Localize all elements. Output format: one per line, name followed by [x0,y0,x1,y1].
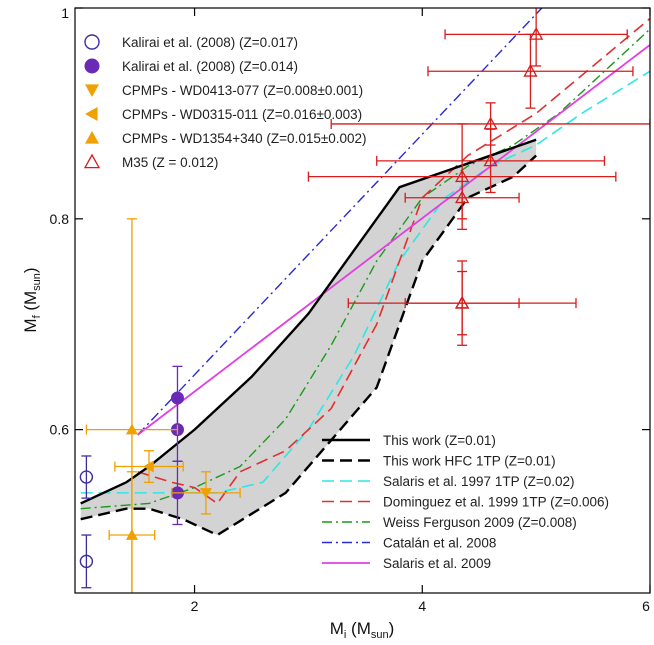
data-point [125,423,138,435]
y-tick-label: 1 [61,5,69,21]
x-tick-label: 6 [642,598,650,614]
y-axis-title: Mf (Msun) [21,267,43,332]
legend-label: This work HFC 1TP (Z=0.01) [383,454,556,469]
line-dominguez-et-al-1999-1tp-z-0-006 [137,17,650,505]
legend-label: Weiss Ferguson 2009 (Z=0.008) [383,515,577,530]
points-legend: Kalirai et al. (2008) (Z=0.017) Kalirai e… [83,34,367,170]
legend-label: Dominguez et al. 1999 1TP (Z=0.006) [383,495,609,510]
points-m35-z-0-012 [307,8,650,346]
legend-marker-cpmps-wd1354-340-z-0-015-0-002 [85,131,99,144]
legend-label: Salaris et al. 2009 [383,556,491,571]
legend-marker-cpmps-wd0315-011-z-0-016-0-003 [85,107,98,121]
data-point [199,488,212,499]
legend-label: M35 (Z = 0.012) [122,155,218,170]
points-cpmps-wd0315-011-z-0-016-0-003 [114,450,184,483]
y-tick-label: 0.6 [50,422,70,438]
data-points-layer [79,8,650,593]
data-point [79,554,94,569]
legend-label: Kalirai et al. (2008) (Z=0.014) [122,59,298,74]
data-point [455,295,470,309]
lines-legend: This work (Z=0.01) This work HFC 1TP (Z=0… [322,433,609,571]
legend-marker-m35-z-0-012 [83,153,101,169]
ticks-layer: 2 4 6 0.6 0.8 1 [50,5,651,614]
y-tick-label: 0.8 [50,211,70,227]
line-catal-n-et-al-2008 [137,8,543,436]
x-axis-title: Mi (Msun) [330,619,395,641]
legend-label: CPMPs - WD0315-011 (Z=0.016±0.003) [122,107,362,122]
line-this-work-hfc-1tp-z-0-01 [80,154,537,537]
legend-label: CPMPs - WD1354+340 (Z=0.015±0.002) [122,131,367,146]
data-point [125,529,138,540]
data-point [483,153,498,167]
legend-label: Catalán et al. 2008 [383,536,496,551]
data-point [455,190,470,204]
legend-label: CPMPs - WD0413-077 (Z=0.008±0.001) [122,83,363,98]
shaded-band [80,139,537,536]
data-point [143,460,154,473]
points-cpmps-wd0413-077-z-0-008-0-001 [171,471,241,515]
legend-label: Salaris et al. 1997 1TP (Z=0.02) [383,474,574,489]
x-tick-label: 4 [418,598,426,614]
legend-label: This work (Z=0.01) [383,433,496,448]
data-point [523,63,538,77]
legend-marker-kalirai-et-al-2008-z-0-017 [84,34,100,50]
line-salaris-et-al-1997-1tp-z-0-02 [80,70,650,494]
x-tick-label: 2 [191,598,199,614]
legend-marker-cpmps-wd0413-077-z-0-008-0-001 [85,84,99,97]
data-point [79,470,94,484]
legend-label: Kalirai et al. (2008) (Z=0.017) [122,35,298,50]
points-kalirai-et-al-2008-z-0-017 [79,455,94,589]
line-salaris-et-al-2009 [137,44,650,436]
plot-frame [74,7,651,594]
band-layer [80,139,537,536]
legend-marker-kalirai-et-al-2008-z-0-014 [84,58,100,74]
line-this-work-z-0-01 [80,138,537,505]
points-cpmps-wd1354-340-z-0-015-0-002 [85,218,179,593]
